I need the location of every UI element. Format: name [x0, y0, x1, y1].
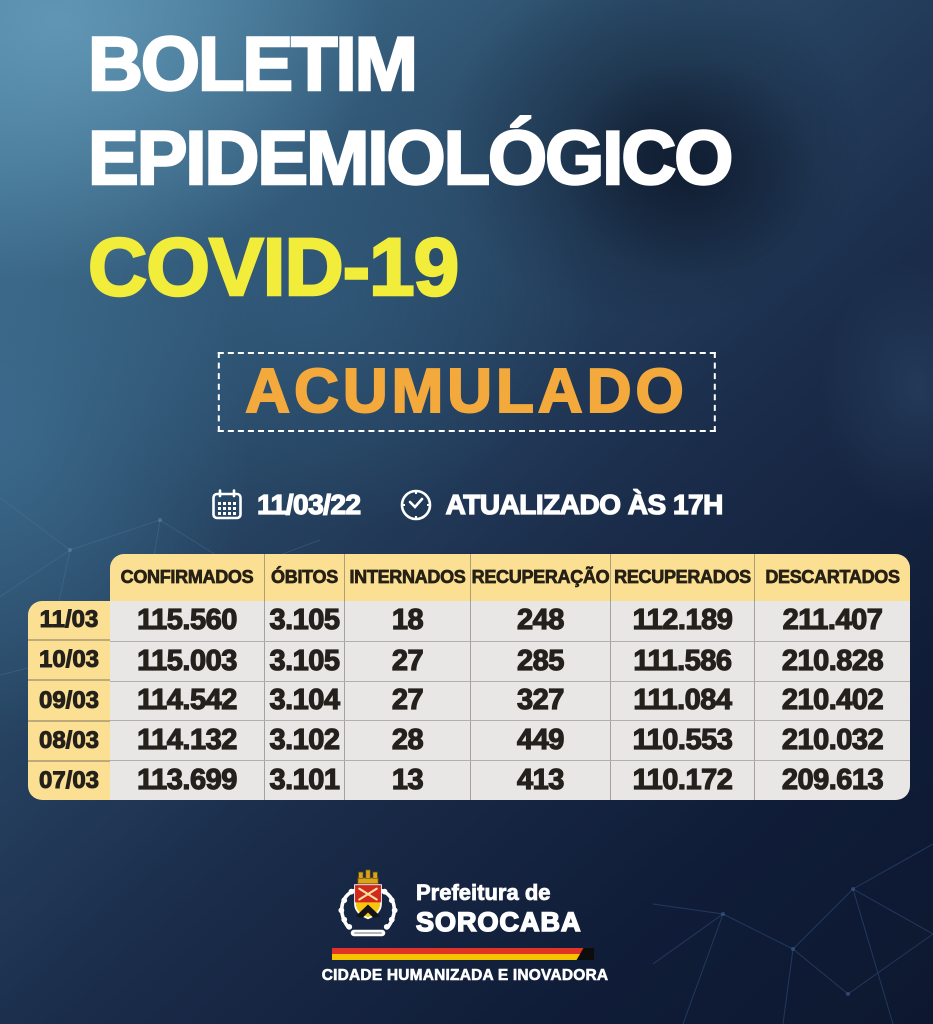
org-name-line1: Prefeitura de: [416, 880, 551, 906]
title-line-1: BOLETIM: [87, 21, 419, 109]
cell-descartados: 210.032: [754, 721, 910, 761]
cell-obitos: 3.104: [264, 681, 344, 721]
cell-recuperados: 111.084: [610, 681, 754, 721]
city-tagline: CIDADE HUMANIZADA E INOVADORA: [321, 967, 609, 985]
updated-time: ATUALIZADO ÀS 17H: [399, 488, 724, 522]
table-body: 115.560 3.105 18 248 112.189 211.407 115…: [110, 601, 910, 800]
cell-internados: 18: [344, 601, 470, 641]
cell-confirmados: 114.542: [137, 684, 238, 717]
updated-time-label: ATUALIZADO ÀS 17H: [445, 488, 724, 520]
title-line-2: EPIDEMIOLÓGICO: [87, 115, 735, 203]
cell-confirmados: 115.560: [137, 604, 238, 637]
sorocaba-coat-of-arms-icon: [338, 869, 398, 937]
report-date: 11/03/22: [210, 488, 362, 522]
cell-descartados: 211.407: [754, 601, 910, 641]
org-name: Prefeitura de SOROCABA: [415, 880, 582, 938]
virus-blur-spot: [820, 260, 933, 520]
cell-internados: 13: [344, 761, 470, 800]
cell-recuperados: 111.586: [610, 641, 754, 681]
row-date: 10/03: [28, 639, 110, 679]
cell-confirmados: 114.132: [137, 724, 238, 757]
row-date: 11/03: [39, 606, 99, 634]
mesh-decoration-bottom-right: [653, 843, 933, 1024]
row-date: 08/03: [28, 719, 110, 760]
column-header-obitos: ÓBITOS: [264, 554, 344, 601]
column-header-confirmados: CONFIRMADOS: [120, 567, 254, 588]
cell-descartados: 209.613: [754, 761, 910, 800]
column-header-internados: INTERNADOS: [344, 554, 470, 601]
brand-bar-red: [332, 948, 594, 954]
column-header-recuperacao: RECUPERAÇÃO: [470, 554, 610, 601]
cell-obitos: 3.102: [264, 721, 344, 761]
covid-data-table: CONFIRMADOS ÓBITOS INTERNADOS RECUPERAÇÃ…: [28, 554, 910, 800]
footer-logo: Prefeitura de SOROCABA CIDADE HUMANIZADA…: [321, 864, 608, 994]
cell-confirmados: 113.699: [137, 763, 238, 797]
date-column: 11/03 10/03 09/03 08/03 07/03: [28, 601, 110, 800]
cell-recuperacao: 248: [470, 601, 610, 641]
column-header-recuperados: RECUPERADOS: [610, 554, 754, 601]
table-row: 114.542 3.104 27 327 111.084 210.402: [110, 680, 910, 721]
acumulado-label: ACUMULADO: [244, 356, 688, 427]
cell-obitos: 3.101: [264, 761, 344, 800]
row-date: 09/03: [28, 679, 110, 719]
org-name-line2: SOROCABA: [415, 906, 582, 938]
brand-bar-yellow: [332, 954, 594, 960]
table-row: 113.699 3.101 13 413 110.172 209.613: [110, 760, 910, 800]
cell-internados: 27: [344, 641, 470, 681]
calendar-icon: [212, 489, 242, 520]
cell-internados: 27: [344, 681, 470, 721]
acumulado-badge: ACUMULADO: [217, 352, 716, 432]
cell-recuperacao: 413: [470, 761, 610, 800]
cell-descartados: 210.828: [754, 641, 910, 681]
table-row: 115.560 3.105 18 248 112.189 211.407: [110, 601, 910, 641]
clock-icon: [400, 489, 431, 521]
meta-row: 11/03/22 ATUALIZADO ÀS 17H: [0, 482, 933, 528]
cell-recuperacao: 285: [470, 641, 610, 681]
table-header-row: CONFIRMADOS ÓBITOS INTERNADOS RECUPERAÇÃ…: [110, 554, 910, 601]
cell-internados: 28: [344, 721, 470, 761]
cell-recuperados: 110.553: [610, 721, 754, 761]
cell-descartados: 210.402: [754, 681, 910, 721]
cell-recuperados: 112.189: [610, 601, 754, 641]
cell-recuperacao: 327: [470, 681, 610, 721]
cell-recuperados: 110.172: [610, 761, 754, 800]
report-date-label: 11/03/22: [257, 488, 362, 520]
table-row: 115.003 3.105 27 285 111.586 210.828: [110, 640, 910, 681]
cell-obitos: 3.105: [264, 601, 344, 641]
table-row: 114.132 3.102 28 449 110.553 210.032: [110, 720, 910, 761]
cell-recuperacao: 449: [470, 721, 610, 761]
brand-color-bar: [332, 948, 594, 960]
row-date: 07/03: [28, 759, 110, 800]
page-title: BOLETIM EPIDEMIOLÓGICO COVID-19: [87, 18, 735, 316]
cell-confirmados: 115.003: [137, 644, 238, 677]
title-covid: COVID-19: [87, 221, 461, 315]
column-header-descartados: DESCARTADOS: [754, 554, 910, 601]
cell-obitos: 3.105: [264, 641, 344, 681]
